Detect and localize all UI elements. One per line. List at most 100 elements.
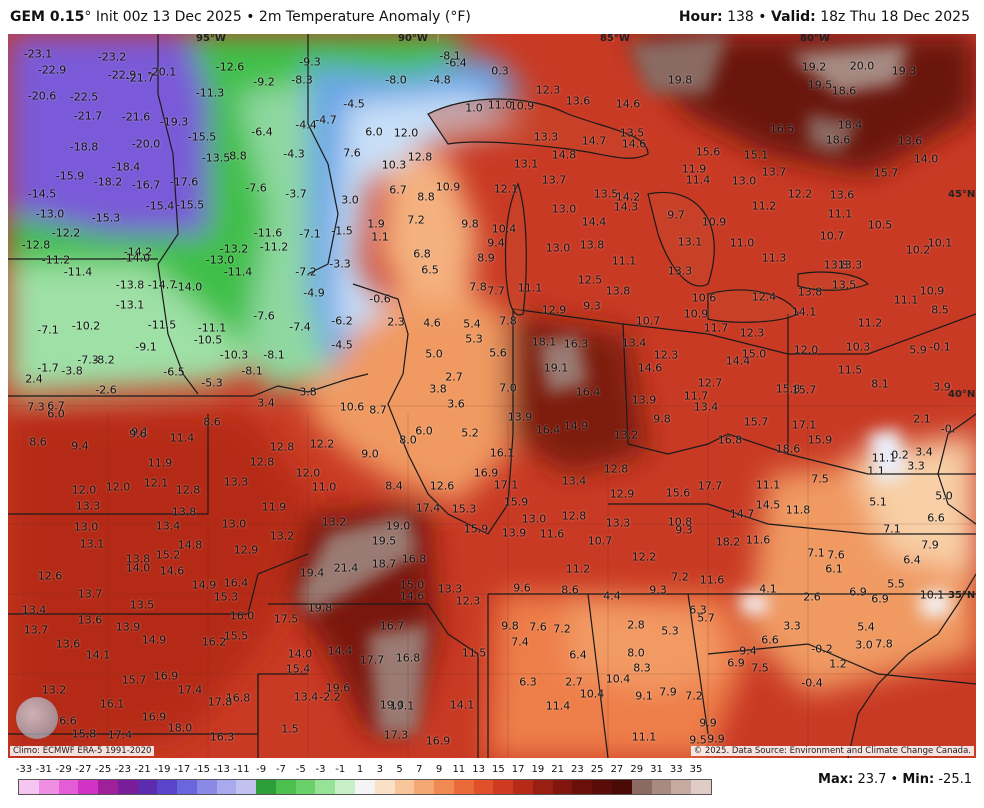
anomaly-value-label: 12.4 — [751, 290, 777, 304]
legend-tick-label: 5 — [396, 764, 403, 775]
legend-swatch — [295, 780, 316, 794]
anomaly-value-label: 17.1 — [493, 478, 519, 492]
anomaly-value-label: 6.0 — [415, 424, 433, 438]
legend-swatch — [177, 780, 197, 794]
legend-tick-label: 29 — [630, 764, 644, 775]
legend-swatch — [532, 780, 553, 794]
legend-tick-label: -11 — [233, 764, 250, 775]
anomaly-value-label: 1.0 — [465, 101, 483, 115]
anomaly-value-label: 18.1 — [531, 335, 557, 349]
anomaly-value-label: 13.9 — [507, 410, 533, 424]
great-lakes — [427, 98, 870, 323]
legend-swatch — [572, 780, 593, 794]
legend-tick-label: -27 — [75, 764, 92, 775]
anomaly-value-label: -3.3 — [329, 257, 351, 271]
anomaly-value-label: 2.4 — [25, 372, 43, 386]
legend-swatch — [611, 780, 632, 794]
anomaly-value-label: 13.9 — [631, 393, 657, 407]
anomaly-value-label: 15.2 — [155, 548, 181, 562]
anomaly-value-label: -7.2 — [295, 265, 317, 279]
anomaly-value-label: -13.0 — [205, 253, 235, 267]
anomaly-value-label: 12.9 — [541, 303, 567, 317]
anomaly-value-label: 5.0 — [935, 489, 953, 503]
anomaly-value-label: 12.6 — [37, 569, 63, 583]
anomaly-value-label: -23.1 — [23, 47, 53, 61]
anomaly-value-label: -3.7 — [285, 187, 307, 201]
anomaly-value-label: -13.0 — [35, 207, 65, 221]
anomaly-value-label: 7.1 — [883, 522, 901, 536]
anomaly-value-label: 12.8 — [561, 509, 587, 523]
anomaly-value-label: 13.1 — [79, 537, 105, 551]
legend-swatch — [196, 780, 217, 794]
legend-tick-label: 33 — [669, 764, 683, 775]
anomaly-value-label: 13.2 — [613, 428, 639, 442]
legend-swatch — [671, 780, 692, 794]
extreme-shading — [298, 34, 953, 734]
anomaly-value-label: 5.6 — [489, 346, 507, 360]
anomaly-value-label: 10.7 — [819, 229, 845, 243]
anomaly-value-label: 8.8 — [417, 190, 435, 204]
anomaly-value-label: -15.4 — [145, 199, 175, 213]
legend-swatch — [355, 780, 375, 794]
anomaly-value-label: 12.1 — [143, 476, 169, 490]
anomaly-value-label: 15.5 — [223, 629, 249, 643]
anomaly-value-label: 16.4 — [223, 576, 249, 590]
valid-label: Valid: — [771, 9, 816, 25]
anomaly-value-label: 8.6 — [203, 415, 221, 429]
anomaly-value-label: 14.6 — [621, 137, 647, 151]
anomaly-value-label: -11.4 — [63, 265, 93, 279]
anomaly-value-label: -6.4 — [251, 125, 273, 139]
anomaly-value-label: 9.8 — [501, 619, 519, 633]
legend-tick-label: 3 — [376, 764, 383, 775]
legend-swatch — [38, 780, 59, 794]
anomaly-value-label: 13.9 — [115, 620, 141, 634]
legend-tick-label: 9 — [435, 764, 443, 775]
anomaly-value-label: -22.9 — [107, 68, 137, 82]
anomaly-value-label: -0. — [940, 422, 956, 436]
anomaly-value-label: -11.2 — [259, 240, 289, 254]
anomaly-value-label: 17.1 — [791, 418, 817, 432]
anomaly-value-label: 12.0 — [393, 126, 419, 140]
anomaly-value-label: -13.2 — [219, 242, 249, 256]
anomaly-value-label: 13.7 — [77, 587, 103, 601]
anomaly-value-label: 18.0 — [167, 721, 193, 735]
legend-swatch — [453, 780, 474, 794]
anomaly-value-label: 2.6 — [803, 590, 821, 604]
anomaly-value-label: 13.0 — [551, 202, 577, 216]
anomaly-value-label: 18.6 — [775, 442, 801, 456]
anomaly-value-label: 7.3 — [27, 400, 45, 414]
anomaly-value-label: -3.8 — [61, 364, 83, 378]
min-label: Min: — [902, 772, 935, 787]
anomaly-map[interactable]: -23.1 -22.9 -23.2 -22.9 -21.7 -20.1 -20.6 -22.5… — [8, 34, 976, 758]
anomaly-value-label: 3.8 — [429, 382, 447, 396]
anomaly-value-label: 14.5 — [755, 498, 781, 512]
legend-swatch — [335, 780, 356, 794]
anomaly-value-label: 16.3 — [209, 730, 235, 744]
anomaly-value-label: 5.3 — [661, 624, 679, 638]
anomaly-value-label: -11.5 — [147, 318, 177, 332]
anomaly-value-label: 16.9 — [425, 734, 451, 748]
anomaly-value-label: 9.0 — [361, 447, 379, 461]
anomaly-value-label: 9.8 — [461, 217, 479, 231]
anomaly-value-label: 6.4 — [569, 648, 587, 662]
valid-value: 18z Thu 18 Dec 2025 — [820, 9, 970, 25]
anomaly-value-label: -11.2 — [41, 253, 71, 267]
anomaly-value-label: -4.4 — [295, 118, 317, 132]
anomaly-value-label: 7.9 — [659, 685, 677, 699]
anomaly-value-label: -9.2 — [253, 75, 275, 89]
anomaly-value-label: 15.8 — [71, 727, 97, 741]
anomaly-value-label: 11.0 — [729, 236, 755, 250]
anomaly-value-label: 0.3 — [491, 64, 509, 78]
legend-swatch — [117, 780, 138, 794]
legend-swatch — [691, 780, 711, 794]
anomaly-value-label: -8.2 — [93, 353, 115, 367]
anomaly-value-label: 4.6 — [423, 316, 441, 330]
anomaly-value-label: 16.5 — [769, 122, 795, 136]
anomaly-value-label: 14.1 — [449, 698, 475, 712]
legend-tick-label: -33 — [15, 764, 33, 775]
anomaly-value-label: 17.7 — [359, 653, 385, 667]
anomaly-value-label: 18.2 — [715, 535, 741, 549]
anomaly-value-label: 13.6 — [829, 188, 855, 202]
anomaly-value-label: 16.1 — [489, 446, 515, 460]
anomaly-value-label: 3.4 — [915, 445, 933, 459]
